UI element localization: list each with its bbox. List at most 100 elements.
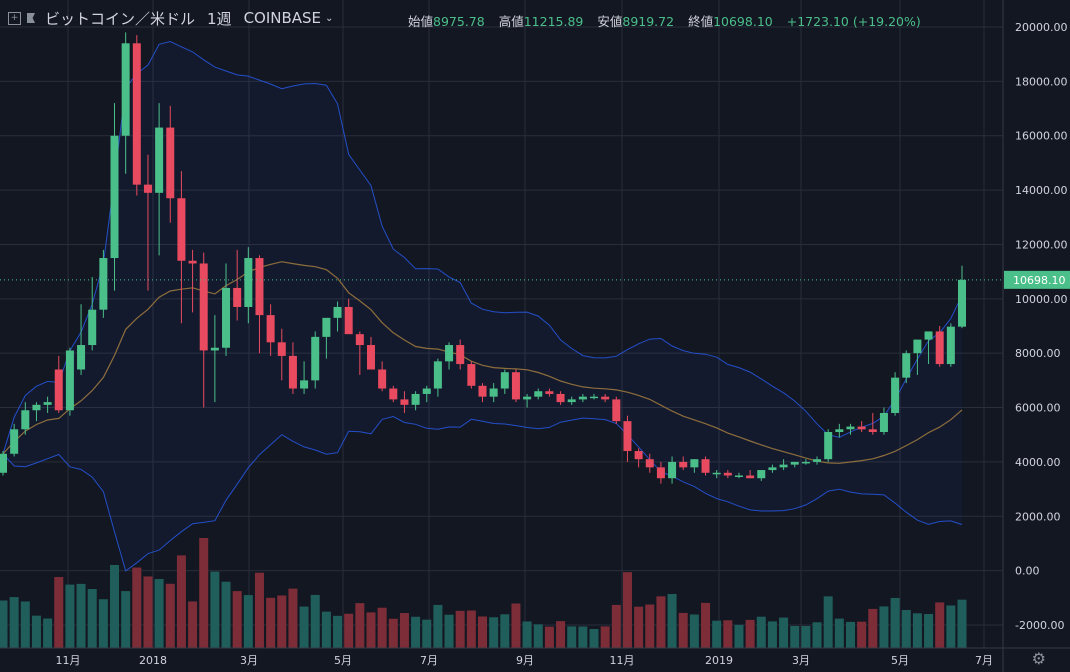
candle[interactable] (199, 252, 208, 408)
candle[interactable] (734, 472, 743, 479)
interval-label[interactable]: 1週 (207, 9, 232, 28)
candle[interactable] (958, 265, 966, 329)
candle[interactable] (143, 154, 152, 291)
candle[interactable] (32, 402, 41, 422)
candle[interactable] (590, 393, 599, 400)
candle[interactable] (344, 298, 353, 335)
candle[interactable] (813, 456, 822, 465)
candle[interactable] (155, 103, 164, 256)
candle[interactable] (946, 323, 955, 367)
candle-body (612, 399, 621, 422)
candle[interactable] (668, 456, 677, 484)
candle[interactable] (913, 339, 922, 375)
candle[interactable] (712, 470, 721, 479)
candle[interactable] (277, 328, 286, 381)
candle[interactable] (623, 415, 632, 462)
candle[interactable] (768, 464, 777, 473)
candle[interactable] (288, 342, 297, 394)
candle[interactable] (110, 103, 119, 291)
candle[interactable] (222, 263, 231, 356)
candle[interactable] (233, 249, 242, 321)
candle[interactable] (656, 461, 665, 484)
candle[interactable] (556, 391, 565, 405)
candle[interactable] (567, 396, 576, 405)
candle[interactable] (523, 393, 532, 408)
candle[interactable] (43, 396, 52, 413)
candle[interactable] (511, 369, 520, 403)
candle[interactable] (679, 456, 688, 471)
candle[interactable] (868, 412, 877, 435)
candle[interactable] (489, 383, 498, 403)
candle[interactable] (422, 385, 431, 403)
candle[interactable] (723, 470, 732, 479)
candle[interactable] (311, 331, 320, 389)
settings-gear-icon[interactable]: ⚙ (1031, 649, 1046, 668)
candle[interactable] (478, 383, 487, 403)
candle[interactable] (902, 350, 911, 384)
candle[interactable] (645, 453, 654, 473)
candle[interactable] (534, 388, 543, 400)
candle[interactable] (255, 255, 264, 354)
candle[interactable] (924, 331, 933, 365)
volume-bar (489, 617, 499, 648)
candle[interactable] (601, 393, 610, 403)
candle[interactable] (935, 326, 944, 367)
candle[interactable] (690, 459, 699, 473)
candle[interactable] (545, 388, 554, 397)
candle[interactable] (244, 247, 253, 324)
symbol-name[interactable]: ビットコイン／米ドル (45, 9, 196, 28)
volume-bar (634, 606, 644, 648)
candle[interactable] (210, 315, 219, 403)
candle-body (277, 342, 286, 356)
candle[interactable] (121, 32, 130, 174)
candle[interactable] (21, 402, 30, 435)
candle[interactable] (891, 372, 900, 416)
candle[interactable] (701, 456, 710, 476)
candle[interactable] (77, 304, 86, 375)
candle[interactable] (879, 407, 888, 435)
candle[interactable] (333, 301, 342, 332)
exchange-label[interactable]: COINBASE (243, 9, 322, 27)
candle[interactable] (411, 391, 420, 411)
chevron-down-icon[interactable]: ⌄ (325, 12, 334, 24)
candle[interactable] (757, 470, 766, 481)
candle[interactable] (88, 277, 97, 351)
candle[interactable] (65, 347, 74, 416)
candle[interactable] (445, 342, 454, 370)
candle[interactable] (467, 361, 476, 389)
candle[interactable] (456, 339, 465, 370)
candle[interactable] (824, 429, 833, 462)
candle[interactable] (10, 423, 19, 457)
candle[interactable] (54, 355, 63, 413)
candle[interactable] (0, 451, 7, 476)
candle[interactable] (746, 470, 755, 479)
candle[interactable] (177, 171, 186, 324)
candle[interactable] (846, 423, 855, 435)
candle[interactable] (500, 369, 509, 394)
candle[interactable] (801, 459, 810, 465)
candle[interactable] (322, 317, 331, 359)
candle[interactable] (857, 421, 866, 433)
candle[interactable] (389, 385, 398, 403)
candle[interactable] (300, 361, 309, 394)
candle[interactable] (99, 249, 108, 318)
candle[interactable] (612, 396, 621, 424)
candle[interactable] (132, 35, 141, 196)
candle[interactable] (366, 336, 375, 370)
candle[interactable] (188, 249, 197, 313)
candle[interactable] (378, 361, 387, 392)
candle[interactable] (266, 304, 275, 356)
candle[interactable] (835, 423, 844, 438)
candle[interactable] (166, 105, 175, 223)
expand-icon[interactable]: + (8, 11, 21, 25)
candle[interactable] (790, 461, 799, 468)
candle[interactable] (400, 391, 409, 413)
candle[interactable] (779, 459, 788, 471)
candle[interactable] (578, 393, 587, 403)
volume-bar (154, 579, 164, 648)
candle[interactable] (634, 448, 643, 468)
flag-icon[interactable] (27, 13, 35, 23)
candle[interactable] (355, 331, 364, 375)
candle[interactable] (433, 358, 442, 397)
